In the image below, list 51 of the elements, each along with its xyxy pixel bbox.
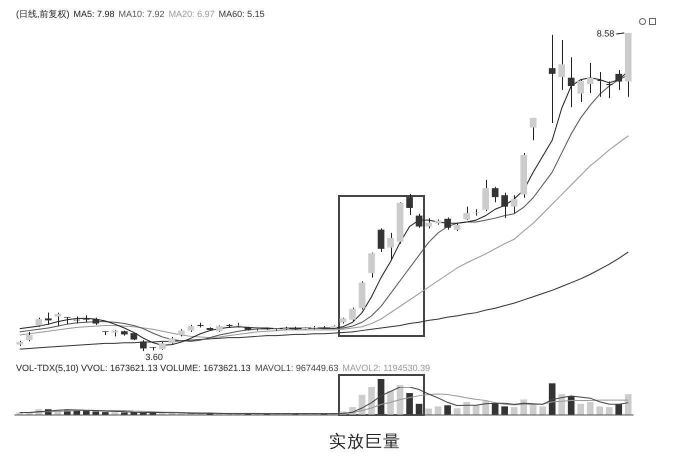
candlestick [44,312,52,326]
text: MAVOL2: 1194530.39 [342,363,430,373]
candlestick [26,331,33,342]
text: MAVOL1: 967449.63 [255,363,338,373]
annotation: 8.58 [596,28,614,38]
candlestick [425,218,432,229]
candlestick [606,81,613,99]
bar [387,390,394,415]
candlestick [406,193,413,216]
bar [501,406,508,415]
bar [406,393,413,415]
candlestick [492,186,498,203]
text: 3.60 [145,352,163,362]
candlestick [463,206,470,221]
bar [510,407,518,415]
candlestick [387,232,394,260]
text: MA60: 5.15 [218,9,265,19]
bar [416,404,422,415]
bar [472,405,480,415]
text: MA5: 7.98 [74,9,115,19]
bar [368,386,375,415]
candlestick [577,79,584,102]
candlestick [349,307,356,322]
candlestick [558,40,566,90]
text: 实放巨量 [328,431,402,453]
candlestick [482,179,489,212]
bar [539,406,546,415]
bar [577,404,584,415]
candlestick [378,228,384,253]
candlestick [54,312,62,326]
candlestick [368,252,375,278]
text: MA20: 6.97 [168,9,215,19]
candlestick [548,34,556,124]
chart-title: VOL-TDX(5,10) VVOL: 1673621.13 VOLUME: 1673621.13 [16,363,251,373]
candlestick [510,194,518,214]
bar [454,408,460,415]
bar [606,407,613,415]
bar [624,394,632,415]
bar [444,405,451,415]
bar [586,402,594,415]
bar [396,385,404,415]
candlestick [444,217,451,230]
candlestick [416,213,422,228]
candlestick [501,192,508,219]
chart-title: (日线,前复权) [16,9,70,19]
bar [425,408,432,415]
bar [434,406,442,415]
bar [596,406,604,415]
candlestick [530,117,536,141]
text: MA10: 7.92 [118,9,165,19]
bar [378,379,384,415]
